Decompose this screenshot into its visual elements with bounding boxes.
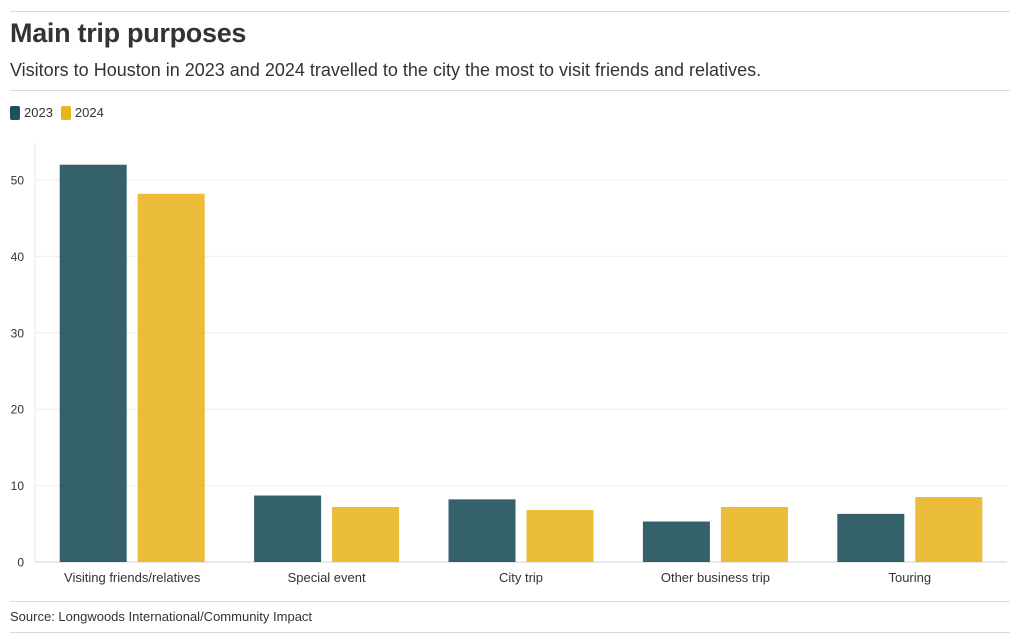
bar-2024-2[interactable] [332, 506, 400, 562]
bar-2024-1[interactable] [137, 193, 205, 562]
bar-2023-4[interactable] [642, 521, 710, 562]
bar-2024-5[interactable] [915, 497, 983, 562]
legend-label-2023: 2023 [24, 105, 53, 120]
bar-chart: 0 10 20 30 40 50 Visiting friends/relatives Spe… [11, 143, 1007, 585]
bar-2023-3[interactable] [448, 499, 516, 562]
header-rule [10, 90, 1010, 91]
footer-rule-top [10, 601, 1010, 602]
legend-label-2024: 2024 [74, 105, 104, 120]
y-tick-label-50: 50 [11, 174, 25, 188]
bar-2023-1[interactable] [59, 164, 127, 562]
x-tick-label-4: Other business trip [661, 570, 770, 585]
legend-item-2023[interactable]: 2023 [10, 105, 53, 120]
x-tick-label-3: City trip [499, 570, 543, 585]
top-rule [10, 11, 1010, 12]
source-note: Source: Longwoods International/Communit… [10, 609, 313, 624]
bar-2024-3[interactable] [526, 510, 594, 562]
chart-title: Main trip purposes [10, 18, 247, 48]
x-tick-label-1: Visiting friends/relatives [64, 570, 201, 585]
x-tick-label-5: Touring [888, 570, 931, 585]
footer-rule-bottom [10, 632, 1010, 633]
legend: 2023 2024 [10, 105, 112, 120]
y-tick-label-30: 30 [11, 326, 25, 340]
chart-subtitle: Visitors to Houston in 2023 and 2024 tra… [10, 60, 762, 80]
bar-2023-5[interactable] [837, 513, 905, 562]
bar-2023-2[interactable] [254, 495, 322, 562]
y-tick-label-0: 0 [17, 556, 24, 570]
legend-swatch-2023 [10, 105, 20, 120]
x-tick-label-2: Special event [288, 570, 366, 585]
y-tick-label-10: 10 [11, 479, 25, 493]
legend-item-2024[interactable]: 2024 [60, 105, 104, 120]
y-tick-label-20: 20 [11, 403, 25, 417]
bar-2024-4[interactable] [720, 506, 788, 562]
y-tick-label-40: 40 [11, 250, 25, 264]
legend-swatch-2024 [60, 105, 71, 120]
